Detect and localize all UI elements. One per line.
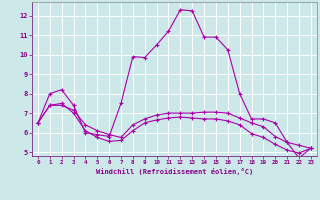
X-axis label: Windchill (Refroidissement éolien,°C): Windchill (Refroidissement éolien,°C) (96, 168, 253, 175)
